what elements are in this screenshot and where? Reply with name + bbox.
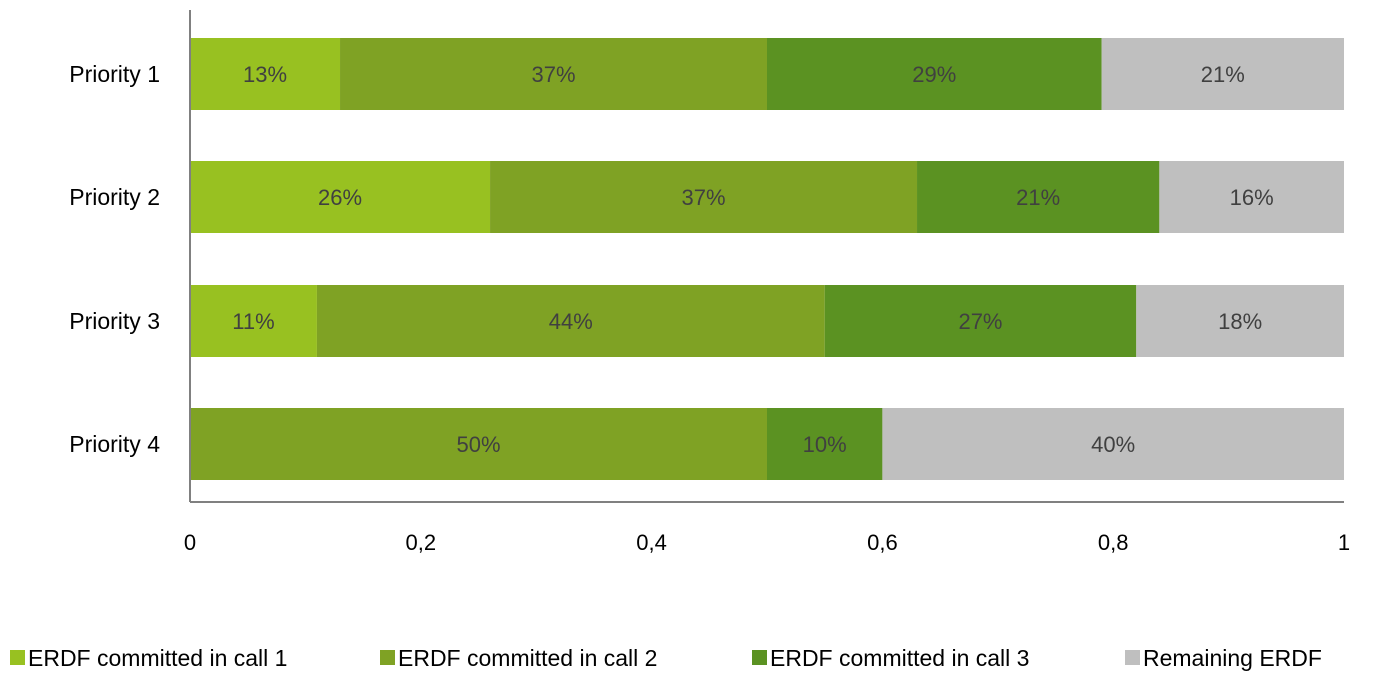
category-label: Priority 1 [69,61,160,87]
data-label: 21% [1016,185,1060,210]
data-label: 27% [958,309,1002,334]
data-label: 40% [1091,432,1135,457]
x-tick-label: 0 [184,530,196,555]
bar-labels-group: 13% 37% 29% 21% 26% 37% 21% 16% 11% 44% 27% 18% 50% 1… [232,62,1273,457]
category-label: Priority 4 [69,431,160,457]
legend-label: ERDF committed in call 2 [398,645,657,671]
data-label: 13% [243,62,287,87]
data-label: 37% [531,62,575,87]
bar-segment [824,285,1137,357]
data-label: 11% [232,309,274,334]
bar-segment [767,38,1102,110]
x-tick-label: 0,4 [636,530,667,555]
category-label: Priority 3 [69,308,160,334]
x-tick-label: 1 [1338,530,1350,555]
legend-swatch [10,650,25,665]
bar-segment [917,161,1160,233]
x-tick-labels-group: 0 0,2 0,4 0,6 0,8 1 [184,530,1350,555]
bar-segment [190,408,767,480]
x-tick-label: 0,8 [1098,530,1129,555]
bar-segment [316,285,825,357]
data-label: 29% [912,62,956,87]
bar-segment [1101,38,1344,110]
bar-segment [767,408,883,480]
bar-segment [190,161,491,233]
legend-swatch [380,650,395,665]
data-label: 50% [456,432,500,457]
legend-label: Remaining ERDF [1143,645,1322,671]
bar-segment [1159,161,1344,233]
x-tick-label: 0,6 [867,530,898,555]
data-label: 10% [803,432,847,457]
data-label: 44% [549,309,593,334]
legend-label: ERDF committed in call 3 [770,645,1029,671]
legend-swatch [1125,650,1140,665]
bar-segment [1136,285,1344,357]
category-label: Priority 2 [69,184,160,210]
x-tick-label: 0,2 [406,530,437,555]
data-label: 18% [1218,309,1262,334]
bars-group [190,38,1344,480]
bar-segment [882,408,1344,480]
category-labels-group: Priority 1 Priority 2 Priority 3 Priority 4 [69,61,160,457]
legend-label: ERDF committed in call 1 [28,645,287,671]
legend: ERDF committed in call 1 ERDF committed i… [10,645,1322,671]
data-label: 37% [682,185,726,210]
bar-segment [190,38,341,110]
axes-group [189,10,1344,503]
legend-swatch [752,650,767,665]
data-label: 26% [318,185,362,210]
bar-segment [190,285,317,357]
bar-segment [490,161,918,233]
data-label: 16% [1230,185,1274,210]
data-label: 21% [1201,62,1245,87]
bar-segment [340,38,767,110]
